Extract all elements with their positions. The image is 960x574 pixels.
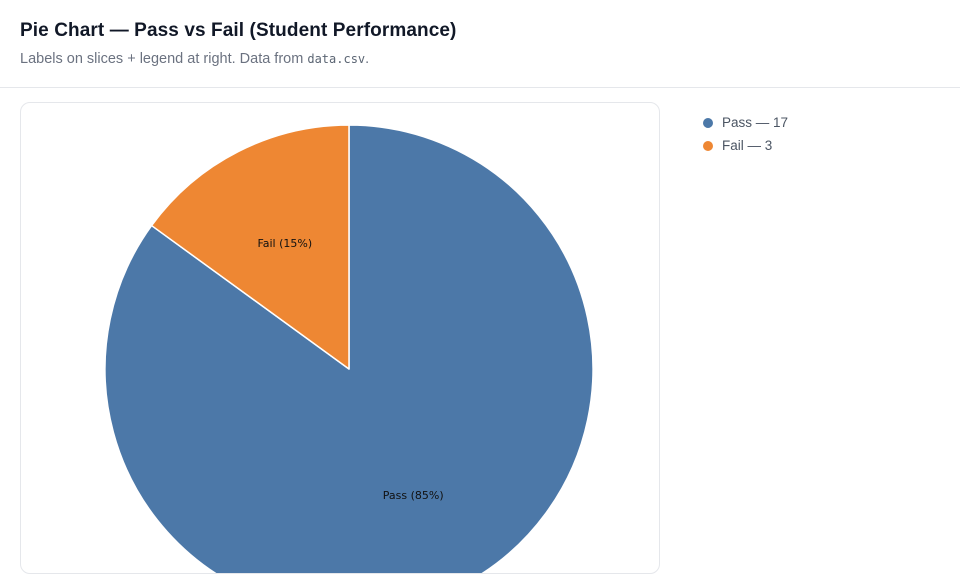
legend-swatch-fail bbox=[703, 140, 713, 151]
chart-legend: Pass — 17 Fail — 3 bbox=[703, 115, 788, 161]
data-file-code: data.csv bbox=[307, 52, 366, 66]
subtitle-text: Labels on slices + legend at right. Data… bbox=[20, 51, 308, 67]
legend-item-pass: Pass — 17 bbox=[703, 115, 788, 130]
subtitle-suffix: . bbox=[365, 51, 370, 67]
chart-card: Pass (85%) Fail (15%) bbox=[20, 102, 660, 574]
page-title: Pie Chart — Pass vs Fail (Student Perfor… bbox=[20, 20, 457, 41]
slice-label-pass: Pass (85%) bbox=[383, 489, 444, 502]
page-subtitle: Labels on slices + legend at right. Data… bbox=[20, 51, 940, 67]
page-header: Pie Chart — Pass vs Fail (Student Perfor… bbox=[0, 0, 960, 88]
legend-label-fail: Fail — 3 bbox=[722, 138, 773, 153]
pie-slice-fail bbox=[150, 124, 350, 370]
slice-label-fail: Fail (15%) bbox=[257, 237, 312, 250]
legend-label-pass: Pass — 17 bbox=[722, 115, 789, 130]
pie-chart-svg: Pass (85%) Fail (15%) bbox=[104, 124, 594, 573]
legend-swatch-pass bbox=[703, 117, 713, 128]
legend-item-fail: Fail — 3 bbox=[703, 138, 788, 153]
pie-slice-pass bbox=[104, 124, 594, 573]
